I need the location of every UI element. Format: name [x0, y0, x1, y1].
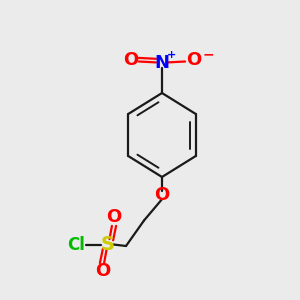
- Text: O: O: [106, 208, 121, 226]
- Text: +: +: [167, 50, 176, 61]
- Text: O: O: [95, 262, 110, 280]
- Text: N: N: [154, 54, 169, 72]
- Text: O: O: [186, 51, 201, 69]
- Text: O: O: [123, 51, 138, 69]
- Text: Cl: Cl: [68, 236, 85, 253]
- Text: O: O: [154, 186, 169, 204]
- Text: −: −: [203, 47, 214, 61]
- Text: S: S: [101, 235, 115, 254]
